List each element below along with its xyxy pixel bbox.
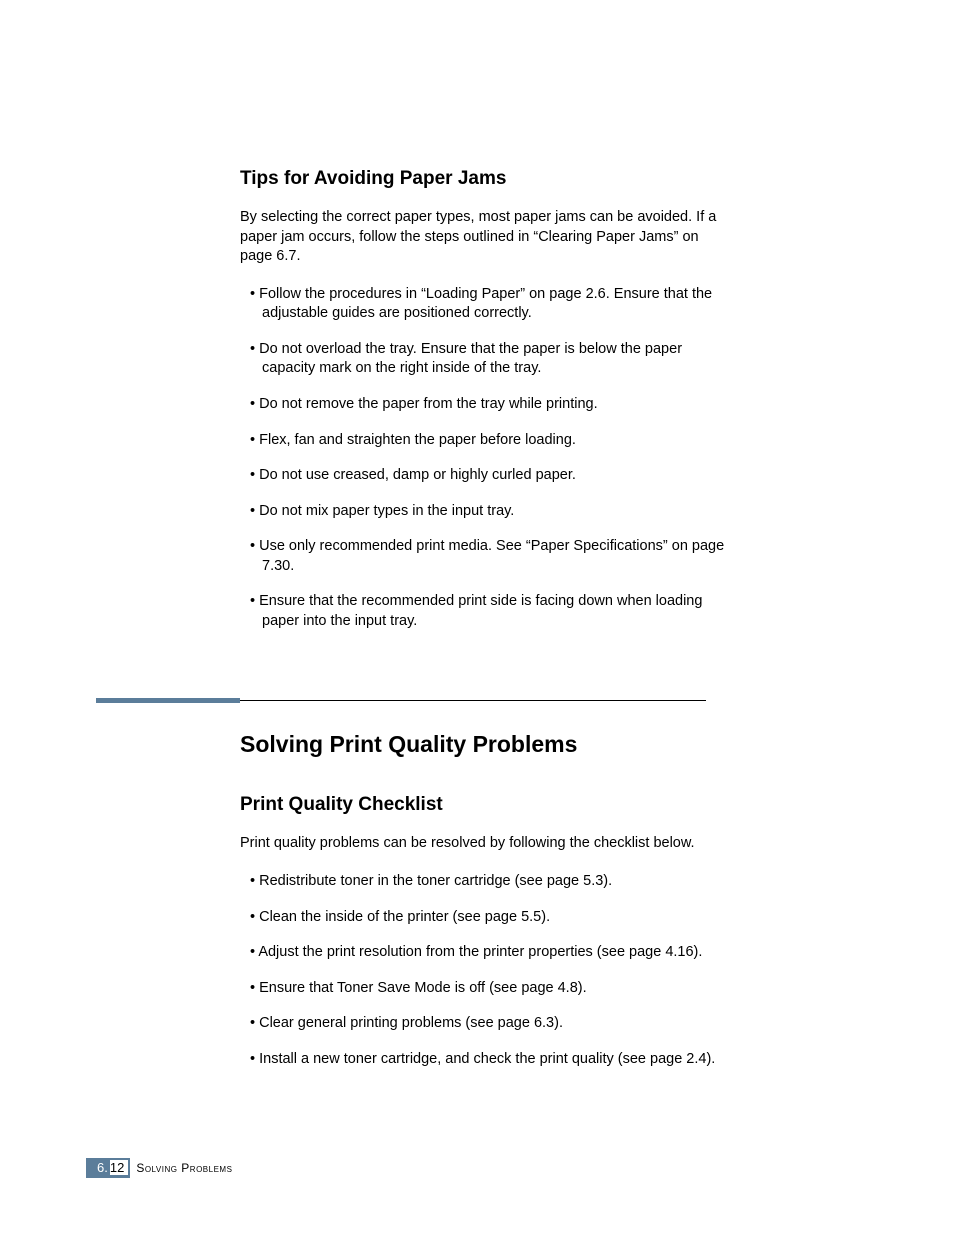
section-divider: [96, 691, 706, 709]
list-item: Redistribute toner in the toner cartridg…: [240, 872, 730, 892]
page-number-badge: 6.12: [86, 1158, 130, 1178]
bullet-list-checklist: Redistribute toner in the toner cartridg…: [240, 872, 730, 1069]
section-intro-checklist: Print quality problems can be resolved b…: [240, 834, 730, 854]
list-item: Do not mix paper types in the input tray…: [240, 502, 730, 522]
list-item: Ensure that the recommended print side i…: [240, 592, 730, 631]
list-item: Flex, fan and straighten the paper befor…: [240, 431, 730, 451]
section-intro-tips: By selecting the correct paper types, mo…: [240, 208, 730, 267]
page-number: 12: [110, 1160, 128, 1175]
list-item: Clear general printing problems (see pag…: [240, 1014, 730, 1034]
section-heading-tips: Tips for Avoiding Paper Jams: [240, 168, 730, 190]
list-item: Do not use creased, damp or highly curle…: [240, 466, 730, 486]
chapter-number: 6.: [91, 1158, 112, 1177]
list-item: Clean the inside of the printer (see pag…: [240, 908, 730, 928]
section-heading-checklist: Print Quality Checklist: [240, 794, 730, 816]
page-footer: 6.12 Solving Problems: [86, 1158, 232, 1178]
list-item: Adjust the print resolution from the pri…: [240, 943, 730, 963]
list-item: Do not overload the tray. Ensure that th…: [240, 340, 730, 379]
section-title-quality: Solving Print Quality Problems: [240, 731, 730, 758]
list-item: Ensure that Toner Save Mode is off (see …: [240, 979, 730, 999]
list-item: Install a new toner cartridge, and check…: [240, 1050, 730, 1070]
list-item: Use only recommended print media. See “P…: [240, 537, 730, 576]
bullet-list-tips: Follow the procedures in “Loading Paper”…: [240, 285, 730, 632]
divider-accent-bar: [96, 698, 240, 703]
list-item: Follow the procedures in “Loading Paper”…: [240, 285, 730, 324]
footer-section-label: Solving Problems: [136, 1161, 232, 1175]
list-item: Do not remove the paper from the tray wh…: [240, 395, 730, 415]
divider-line: [240, 700, 706, 701]
